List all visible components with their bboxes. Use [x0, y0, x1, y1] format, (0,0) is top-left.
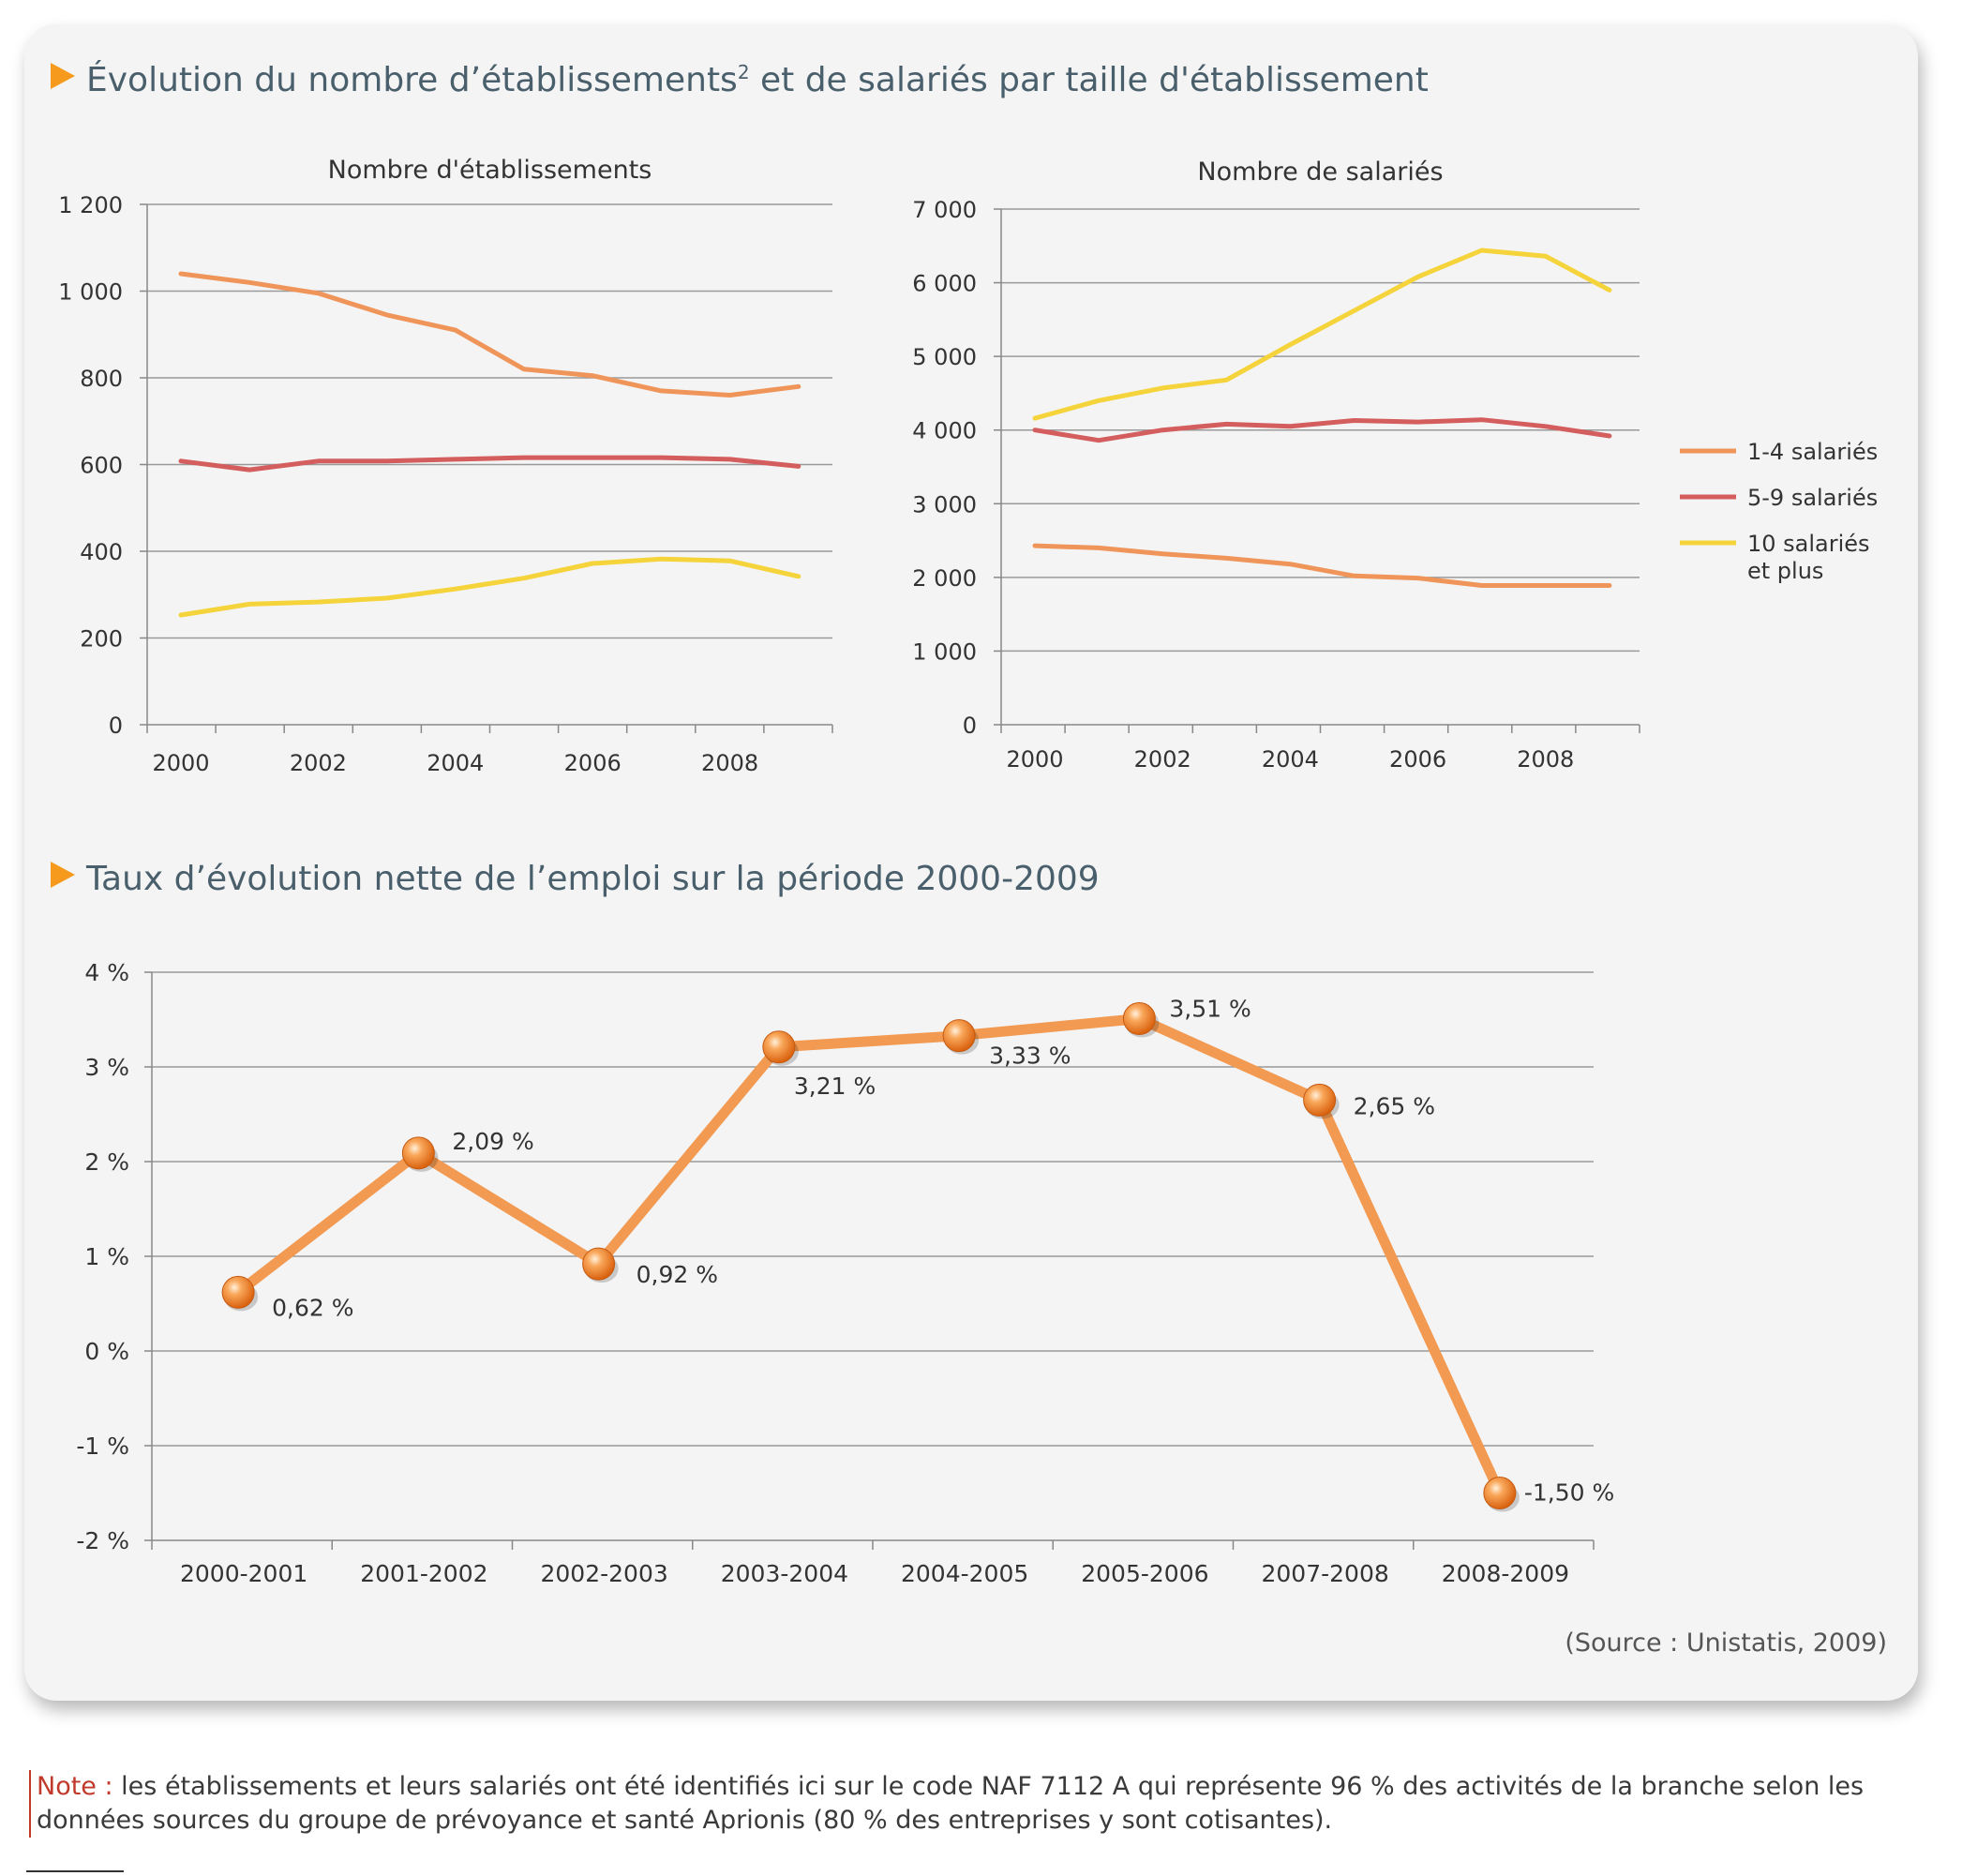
- rate-data-label: 2,09 %: [452, 1128, 533, 1155]
- rate-chart: -2 % -1 % 0 % 1 % 2 % 3 % 4 % 2000-2001 2001-200…: [76, 959, 1614, 1587]
- establishments-ytick-label: 400: [80, 539, 123, 565]
- source-citation: (Source : Unistatis, 2009): [1565, 1628, 1887, 1658]
- establishments-xtick-label: 2006: [564, 750, 622, 776]
- establishments-ytick-label: 0: [109, 713, 123, 739]
- establishments-ytick-label: 800: [80, 366, 123, 392]
- rate-point: [1122, 1001, 1156, 1035]
- establishments-xtick-label: 2002: [290, 750, 347, 776]
- rate-data-label: 3,51 %: [1169, 995, 1251, 1022]
- employees-ytick-label: 3 000: [912, 491, 977, 518]
- rate-point: [582, 1247, 616, 1281]
- establishments-xtick-label: 2000: [152, 750, 209, 776]
- rate-ytick-label: 3 %: [84, 1054, 129, 1081]
- rate-ytick-label: 2 %: [84, 1148, 129, 1176]
- employees-chart: Nombre de salariés 0 1 000 2 000 3 000 4 000 5…: [912, 158, 1640, 773]
- employees-xtick-label: 2004: [1262, 746, 1319, 773]
- employees-title: Nombre de salariés: [1197, 158, 1443, 187]
- rate-data-label: -1,50 %: [1524, 1479, 1614, 1507]
- section-title-establishments: Évolution du nombre d’établissements2 et…: [51, 61, 1429, 99]
- establishments-series-line: [178, 271, 801, 398]
- rate-point: [762, 1030, 796, 1064]
- rate-ytick-label: -2 %: [76, 1527, 129, 1554]
- employees-series-line: [1032, 417, 1612, 443]
- rate-point: [1303, 1083, 1337, 1117]
- legend-label: 10 salariés: [1747, 531, 1870, 557]
- employees-series-line: [1032, 543, 1612, 588]
- establishments-ytick-label: 1 200: [58, 192, 123, 218]
- employees-ytick-label: 4 000: [912, 418, 977, 444]
- legend-label: et plus: [1747, 558, 1823, 584]
- rate-data-label: 3,21 %: [794, 1073, 876, 1100]
- employees-xtick-label: 2008: [1517, 746, 1574, 773]
- rate-xtick-label: 2003-2004: [721, 1560, 848, 1587]
- employees-ytick-label: 6 000: [912, 271, 977, 297]
- chart-card: [24, 24, 1918, 1701]
- establishments-xtick-label: 2008: [701, 750, 758, 776]
- rate-data-label: 0,62 %: [272, 1294, 353, 1321]
- employees-ytick-label: 2 000: [912, 565, 977, 592]
- employees-ytick-label: 5 000: [912, 344, 977, 370]
- employees-ytick-label: 7 000: [912, 197, 977, 223]
- legend-label: 1-4 salariés: [1747, 439, 1878, 465]
- rate-point: [221, 1275, 255, 1309]
- rate-xtick-label: 2004-2005: [901, 1560, 1028, 1587]
- footnote-rule: [26, 1870, 124, 1872]
- establishments-series-line: [178, 455, 801, 473]
- establishments-chart: Nombre d'établissements 0 200 400 600 800 1 00…: [58, 156, 833, 776]
- establishments-ytick-label: 1 000: [58, 279, 123, 306]
- footnote: Note : les établissements et leurs salar…: [29, 1770, 1902, 1838]
- establishments-xtick-label: 2004: [427, 750, 484, 776]
- employees-ytick-label: 0: [963, 713, 977, 739]
- establishments-ytick-label: 600: [80, 453, 123, 479]
- establishments-title: Nombre d'établissements: [328, 156, 652, 185]
- employees-xtick-label: 2000: [1006, 746, 1063, 773]
- employees-xtick-label: 2006: [1389, 746, 1446, 773]
- rate-point: [1483, 1477, 1517, 1509]
- rate-line: [232, 1013, 1505, 1498]
- employees-ytick-label: 1 000: [912, 638, 977, 665]
- rate-xtick-label: 2001-2002: [360, 1560, 487, 1587]
- rate-xtick-label: 2002-2003: [540, 1560, 667, 1587]
- rate-ytick-label: -1 %: [76, 1433, 129, 1460]
- rate-data-label: 3,33 %: [989, 1043, 1071, 1070]
- establishments-series-line: [178, 556, 801, 618]
- rate-ytick-label: 0 %: [84, 1338, 129, 1365]
- rate-xtick-label: 2008-2009: [1442, 1560, 1569, 1587]
- rate-data-label: 0,92 %: [637, 1261, 718, 1288]
- arrow-bullet-icon: [51, 862, 75, 888]
- rate-xtick-label: 2007-2008: [1261, 1560, 1388, 1587]
- rate-point: [401, 1136, 435, 1170]
- rate-xtick-label: 2000-2001: [180, 1560, 307, 1587]
- establishments-ytick-label: 200: [80, 626, 123, 653]
- legend-label: 5-9 salariés: [1747, 485, 1878, 511]
- rate-data-label: 2,65 %: [1354, 1092, 1435, 1119]
- employees-series-line: [1032, 248, 1612, 421]
- note-text: les établissements et leurs salariés ont…: [37, 1772, 1865, 1835]
- arrow-bullet-icon: [51, 63, 75, 89]
- note-label: Note :: [37, 1772, 113, 1801]
- rate-point: [942, 1019, 976, 1053]
- rate-xtick-label: 2005-2006: [1081, 1560, 1208, 1587]
- employees-xtick-label: 2002: [1134, 746, 1191, 773]
- rate-ytick-label: 4 %: [84, 959, 129, 986]
- section-title-rate: Taux d’évolution nette de l’emploi sur l…: [51, 860, 1100, 898]
- rate-ytick-label: 1 %: [84, 1243, 129, 1270]
